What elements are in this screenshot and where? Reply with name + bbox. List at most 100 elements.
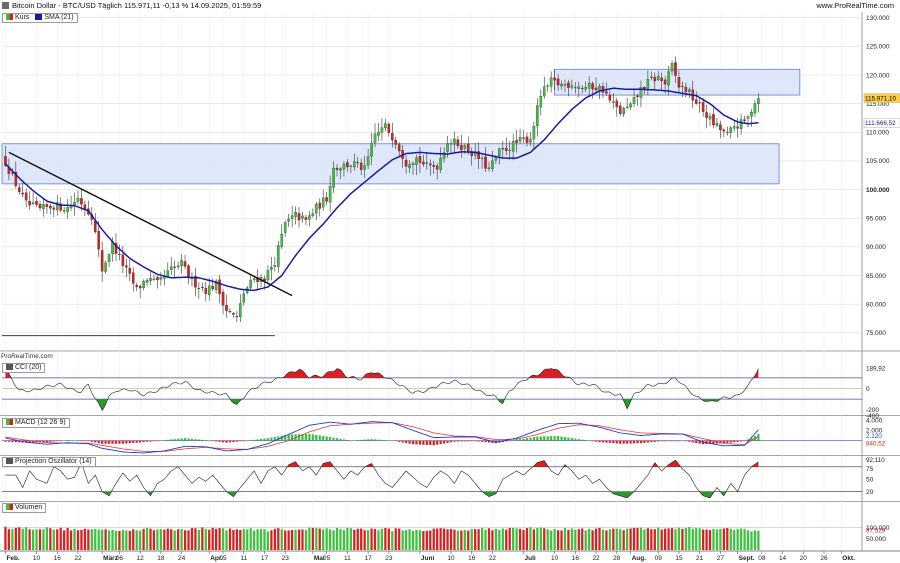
candle-body	[297, 213, 301, 221]
volume-bar	[439, 528, 442, 550]
macd-histogram-bar	[743, 440, 746, 442]
candle-body	[498, 148, 501, 157]
candle	[377, 122, 380, 142]
volume-bar	[705, 529, 708, 550]
candle-body	[235, 315, 239, 318]
volume-bar	[715, 529, 719, 550]
candle-body	[232, 313, 235, 315]
volume-bar	[743, 529, 746, 550]
candle	[384, 118, 387, 132]
volume-bar	[712, 529, 715, 550]
candle-body	[584, 86, 587, 90]
x-tick-label: Aug.	[632, 555, 647, 562]
projection-oscillator-line	[5, 459, 759, 499]
macd-histogram-bar	[577, 439, 580, 441]
volume-bar	[25, 527, 28, 550]
chart-type-icon[interactable]	[2, 2, 9, 9]
candle	[639, 80, 643, 108]
macd-histogram-bar	[249, 440, 252, 441]
volume-bar	[49, 528, 52, 550]
macd-histogram-bar	[508, 440, 511, 442]
candle-body	[318, 202, 322, 209]
macd-histogram-bar	[208, 440, 211, 442]
candle	[394, 136, 398, 150]
site-link[interactable]: www.ProRealTime.com	[816, 1, 894, 10]
macd-histogram-bar	[670, 440, 674, 442]
x-tick-label: 28	[613, 555, 621, 562]
candle-body	[698, 102, 701, 104]
macd-histogram-bar	[425, 440, 428, 445]
macd-histogram-bar	[570, 438, 574, 441]
volume-bar	[750, 531, 753, 550]
candle	[93, 213, 97, 234]
macd-histogram-bar	[619, 440, 622, 444]
candle-body	[632, 97, 636, 104]
volume-legend: Volumen	[2, 503, 47, 513]
volume-bar	[456, 530, 460, 550]
volume-bar	[156, 529, 159, 550]
candle	[580, 85, 584, 94]
candle	[453, 131, 456, 154]
last-price-label-box	[863, 93, 900, 103]
candle-body	[332, 167, 335, 188]
candle	[190, 272, 194, 287]
candle	[491, 150, 494, 173]
macd-histogram-bar	[301, 434, 304, 441]
macd-histogram-bar	[567, 437, 570, 441]
candle	[21, 182, 25, 198]
volume-bar	[242, 528, 245, 550]
volume-bar	[674, 529, 677, 550]
macd-histogram-bar	[608, 440, 612, 443]
macd-histogram-bar	[522, 438, 525, 441]
candle	[411, 161, 415, 175]
candle	[211, 278, 214, 291]
macd-line	[5, 421, 759, 454]
volume-bar	[284, 530, 287, 550]
resistance-zone	[554, 68, 801, 96]
volume-bar	[45, 527, 49, 550]
volume-bar	[228, 528, 232, 550]
candle	[239, 294, 242, 323]
volume-bar	[318, 528, 321, 550]
volume-bar	[543, 528, 546, 550]
candle	[318, 198, 322, 217]
x-tick-label: 21	[696, 555, 704, 562]
macd-histogram-bar	[187, 438, 190, 441]
macd-histogram-bar	[429, 440, 432, 446]
macd-histogram-bar	[335, 438, 339, 441]
candle	[100, 241, 104, 282]
macd-histogram-bar	[83, 440, 87, 442]
macd-histogram-bar	[211, 440, 214, 442]
candle-body	[653, 76, 657, 82]
macd-histogram-bar	[739, 440, 743, 442]
volume-bar	[736, 528, 739, 550]
volume-bar	[577, 529, 580, 550]
x-tick-label: März	[103, 555, 119, 562]
volume-bar	[97, 529, 100, 550]
candle-body	[142, 281, 145, 289]
candle-icon	[6, 14, 13, 20]
candle-body	[283, 222, 287, 233]
macd-histogram-bar	[52, 440, 55, 442]
macd-histogram-bar	[304, 434, 308, 441]
candle-body	[363, 165, 366, 170]
candle	[442, 147, 446, 164]
candle	[549, 71, 553, 93]
candle-body	[104, 262, 107, 272]
candle	[439, 147, 442, 173]
candle	[577, 81, 581, 98]
volume-bar	[601, 529, 605, 550]
x-tick-label: 12	[137, 555, 145, 562]
candle-body	[49, 205, 52, 209]
volume-bar	[69, 530, 73, 550]
macd-histogram-bar	[729, 440, 732, 443]
volume-bar	[487, 528, 491, 550]
volume-bar	[605, 530, 608, 550]
macd-histogram-bar	[111, 440, 114, 444]
candle-body	[522, 137, 525, 139]
volume-bar	[570, 528, 574, 550]
candle	[332, 161, 335, 193]
candle-body	[757, 98, 760, 105]
candle-body	[663, 79, 667, 85]
candle-body	[377, 131, 380, 136]
